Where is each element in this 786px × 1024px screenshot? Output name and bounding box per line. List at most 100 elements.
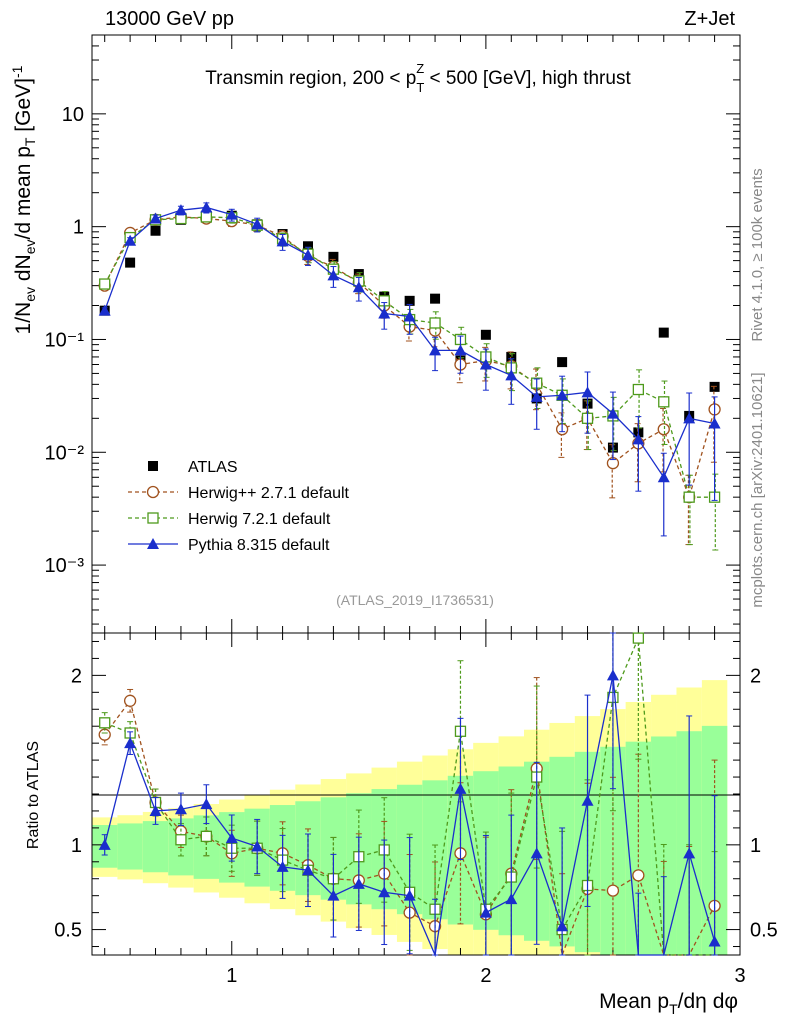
data-point — [200, 201, 213, 213]
x-axis-label: Mean pT/dη dφ — [599, 990, 738, 1017]
data-point — [99, 278, 111, 290]
data-point — [557, 357, 568, 368]
data-point — [708, 417, 721, 429]
data-point — [378, 307, 391, 319]
data-point — [658, 396, 670, 408]
data-point — [657, 423, 670, 436]
data-point — [632, 433, 645, 445]
ratio-point — [123, 694, 137, 707]
data-point — [149, 212, 162, 224]
data-point — [429, 344, 442, 356]
ratio-band-green — [142, 821, 169, 873]
ratio-y-axis-label: Ratio to ATLAS — [25, 741, 42, 849]
ratio-point — [149, 804, 162, 816]
series-line — [104, 216, 715, 498]
ratio-point — [124, 737, 137, 749]
ratio-point — [98, 838, 111, 850]
series-pythia-8-315-default — [98, 201, 721, 537]
data-point — [454, 344, 467, 356]
process-label: Z+Jet — [684, 8, 735, 30]
data-point — [657, 471, 670, 483]
ratio-point — [606, 884, 620, 897]
ratio-point — [632, 632, 645, 644]
main-y-tick-label: 1 — [73, 217, 84, 239]
energy-label: 13000 GeV pp — [105, 8, 234, 30]
ratio-point — [99, 717, 111, 729]
data-point — [606, 407, 619, 419]
ratio-point — [200, 830, 213, 843]
data-point — [429, 317, 441, 329]
ratio-point — [479, 906, 492, 918]
data-point — [150, 225, 161, 236]
legend-marker — [147, 538, 159, 549]
ratio-plot-frame — [91, 632, 741, 956]
x-tick-label: 3 — [734, 965, 745, 987]
data-point — [251, 218, 264, 230]
data-point — [506, 351, 517, 362]
main-y-axis-label: 1/Nev dNev/d mean pT [GeV]-1 — [9, 65, 38, 334]
ratio-point — [581, 794, 594, 806]
ratio-point — [403, 889, 416, 901]
data-point — [352, 281, 365, 293]
ratio-series-pythia-8-315-default — [98, 632, 721, 958]
data-point — [709, 381, 720, 392]
legend-marker — [147, 512, 159, 524]
ratio-point — [505, 893, 518, 905]
legend: ATLAS Herwig++ 2.7.1 default Herwig 7.2.1 … — [128, 459, 350, 554]
ratio-band-green — [117, 823, 143, 870]
ratio-point — [352, 877, 365, 889]
legend-marker — [146, 485, 160, 499]
source-label: mcplots.cern.ch [arXiv:2401.10621] — [749, 372, 766, 607]
ratio-point — [632, 869, 645, 882]
data-point — [530, 390, 543, 402]
legend-label: Pythia 8.315 default — [188, 537, 330, 554]
data-point — [505, 369, 518, 381]
analysis-id: (ATLAS_2019_I1736531) — [336, 592, 494, 608]
data-point — [683, 412, 696, 424]
ratio-point — [276, 860, 289, 872]
ratio-panel: 0.5 0.5 1 1 2 2 1 2 3 Ratio to ATLAS Mean pT/dη … — [25, 632, 778, 1017]
legend-marker — [148, 461, 158, 471]
data-point — [327, 269, 340, 281]
legend-label: ATLAS — [188, 459, 238, 476]
ratio-y-tick-label-left: 2 — [71, 665, 82, 687]
ratio-point — [683, 847, 696, 859]
data-point — [125, 257, 136, 268]
x-tick-label: 1 — [226, 965, 237, 987]
ratio-point — [606, 669, 619, 681]
data-point — [683, 491, 695, 503]
data-point — [328, 251, 339, 262]
data-point — [225, 208, 238, 220]
data-point — [632, 383, 645, 396]
data-point — [303, 241, 313, 252]
ratio-point — [251, 840, 264, 852]
data-point — [581, 386, 594, 398]
main-y-tick-label: 10 — [62, 104, 84, 126]
data-point — [556, 389, 569, 401]
data-point — [658, 327, 669, 338]
ratio-y-tick-label-right: 0.5 — [750, 920, 778, 942]
ratio-point — [556, 920, 569, 932]
main-y-tick-label: 10⁻¹ — [45, 329, 85, 351]
ratio-point — [454, 782, 467, 794]
x-tick-label: 2 — [480, 965, 491, 987]
ratio-point — [175, 834, 187, 846]
main-y-tick-label: 10⁻² — [45, 442, 85, 464]
data-point — [404, 295, 415, 306]
ratio-y-tick-label-left: 0.5 — [54, 920, 82, 942]
ratio-point — [302, 864, 314, 876]
data-point — [480, 329, 491, 340]
ratio-point — [708, 935, 721, 947]
ratio-point — [530, 847, 543, 859]
ratio-point — [327, 889, 340, 901]
ratio-point — [200, 798, 213, 810]
data-point — [430, 293, 441, 304]
ratio-point — [378, 886, 391, 898]
data-point — [98, 304, 111, 316]
ratio-point — [225, 832, 238, 844]
data-point — [124, 234, 137, 246]
data-point — [479, 358, 492, 370]
ratio-y-tick-label-left: 1 — [71, 835, 82, 857]
main-title: Transmin region, 200 < pTZ < 500 [GeV], … — [205, 61, 631, 95]
